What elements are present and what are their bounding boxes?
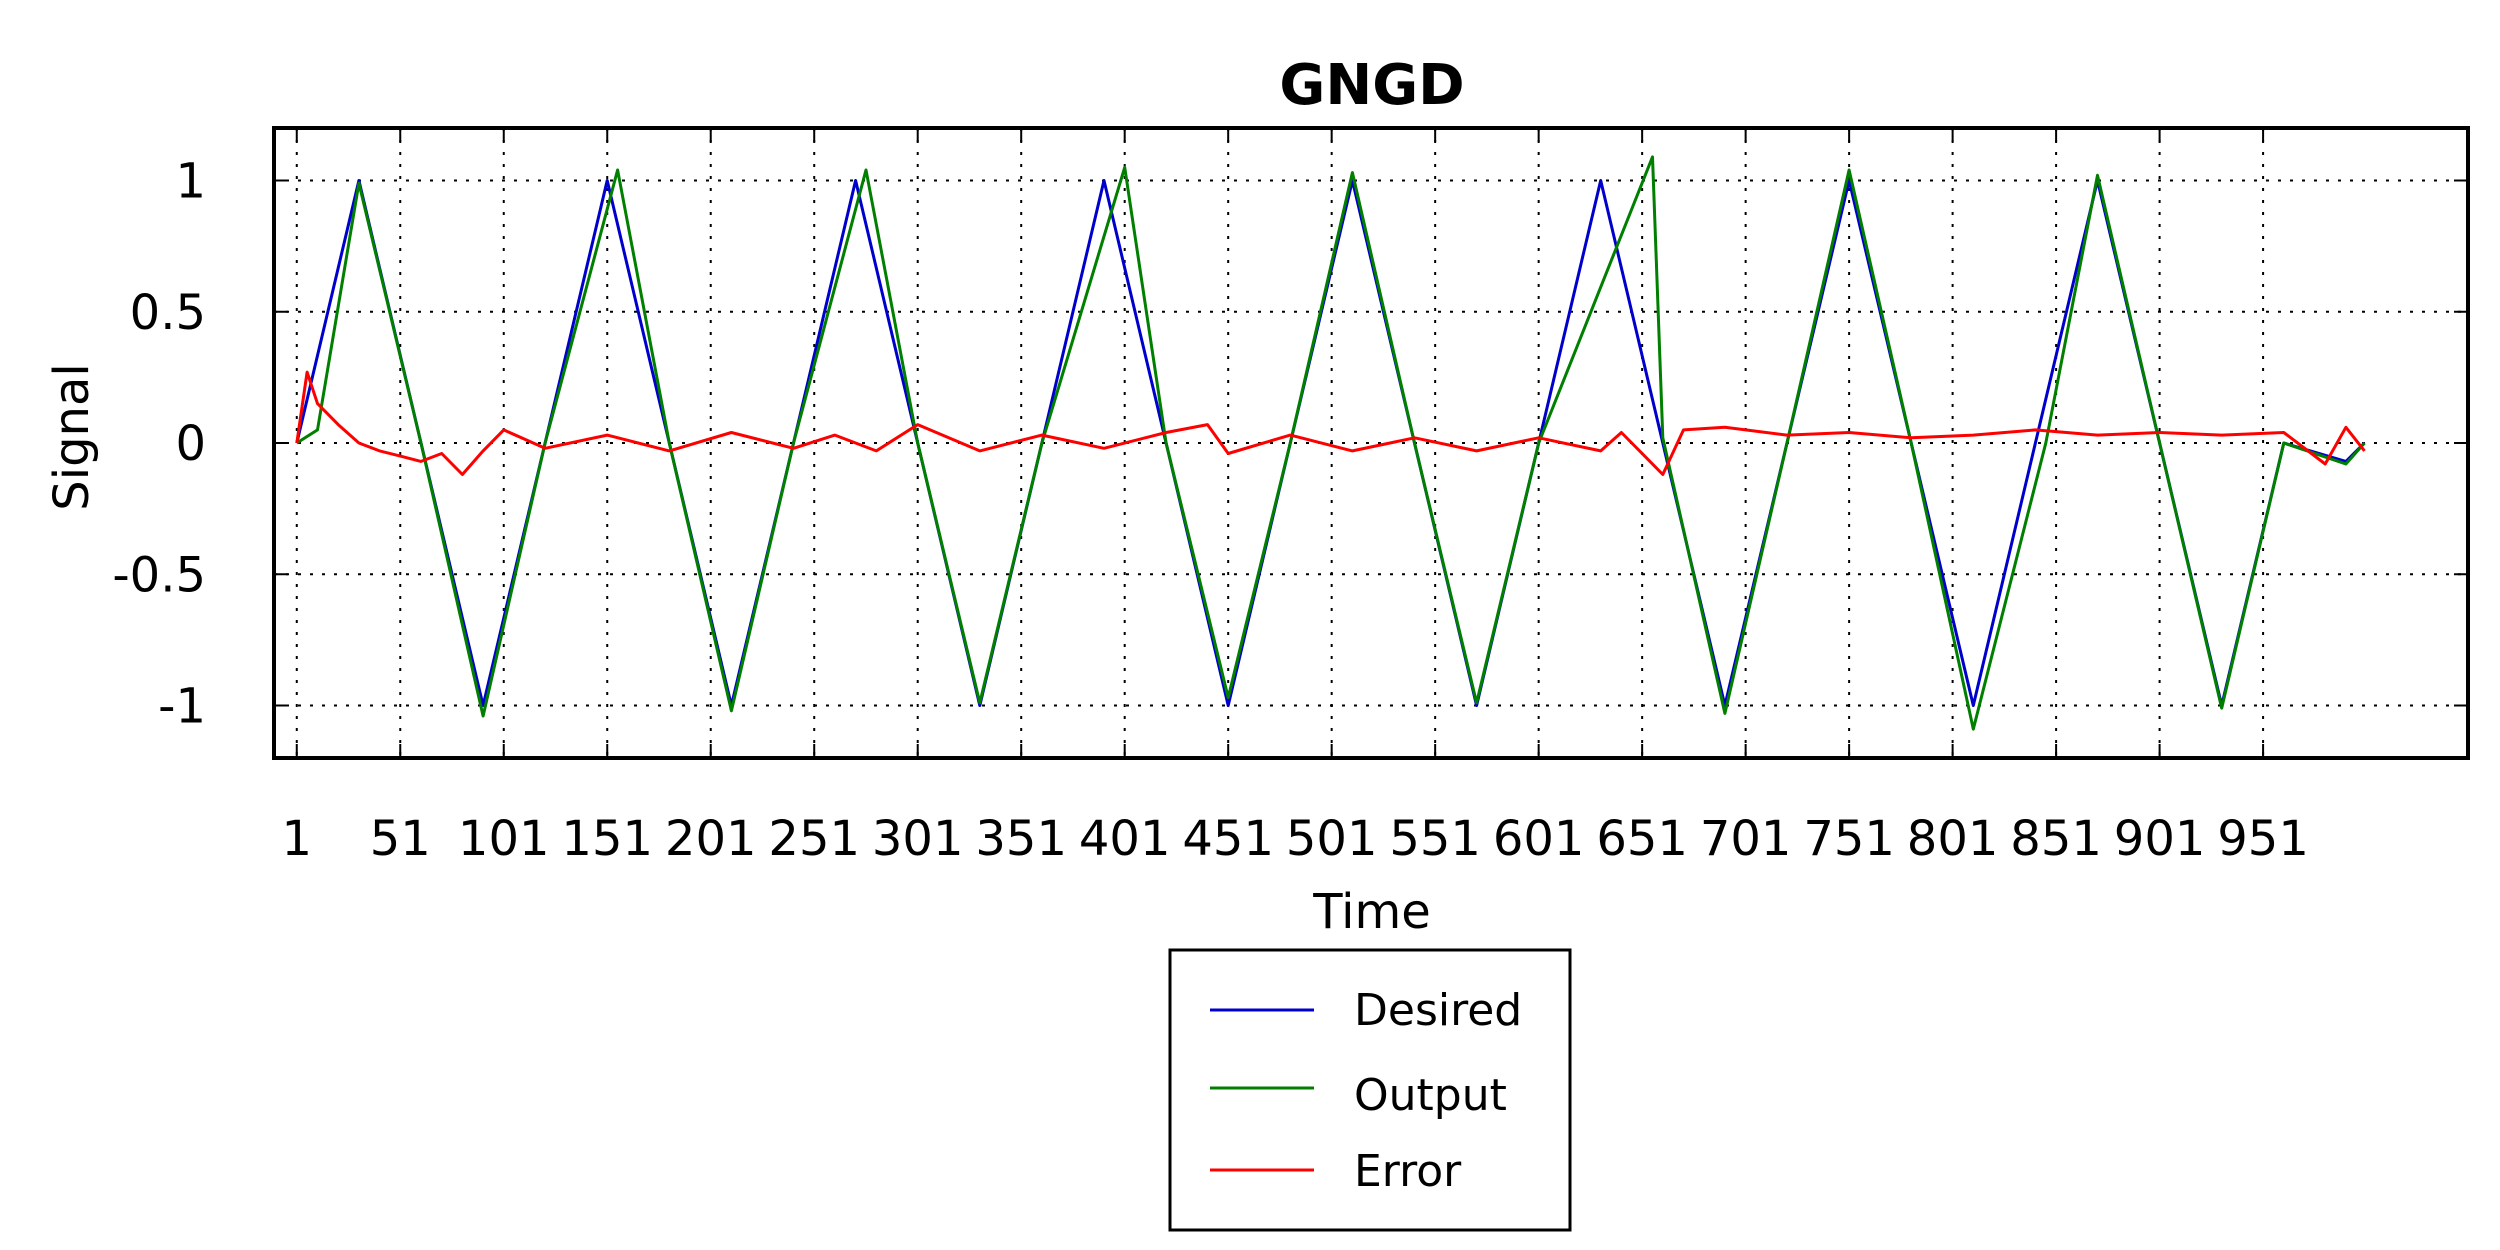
y-tick-label: 0.5 [130,285,206,341]
legend-frame [1168,948,1572,1232]
x-tick-label: 351 [975,811,1067,867]
x-tick-label: 251 [768,811,860,867]
series-line-output [295,155,2366,731]
x-tick-label: 601 [1493,811,1585,867]
x-tick-label: 401 [1079,811,1171,867]
series-lines [295,155,2366,731]
x-tick-label: 151 [561,811,653,867]
y-tick-label: 1 [175,154,206,210]
y-axis-label: Signal [44,363,100,510]
x-tick-label: 651 [1596,811,1688,867]
x-tick-label: 851 [2010,811,2102,867]
x-tick-label: 101 [458,811,550,867]
x-axis-label: Time [1312,884,1430,940]
x-tick-label: 951 [2217,811,2309,867]
x-tick-label: 1 [281,811,312,867]
chart-title: GNGD [1279,53,1464,118]
x-tick-label: 201 [665,811,757,867]
legend: Desired Output Error [1168,948,1572,1232]
legend-label-error: Error [1354,1146,1462,1197]
series-line-desired [295,179,2366,707]
x-tick-label: 51 [370,811,431,867]
series-line-error [295,370,2366,476]
legend-label-output: Output [1354,1070,1507,1121]
y-tick-label: -0.5 [112,547,206,603]
x-tick-label: 901 [2114,811,2206,867]
x-tick-label: 801 [1907,811,1999,867]
x-tick-label: 751 [1803,811,1895,867]
x-tick-label: 551 [1389,811,1481,867]
axis-ticks: 1 51 101 151 201 251 301 351 401 451 501 551 601 651 7… [112,128,2468,867]
x-tick-label: 301 [872,811,964,867]
legend-label-desired: Desired [1354,985,1522,1036]
x-tick-label: 701 [1700,811,1792,867]
y-tick-label: -1 [158,679,206,735]
y-tick-label: 0 [175,416,206,472]
x-tick-label: 451 [1182,811,1274,867]
x-tick-label: 501 [1286,811,1378,867]
